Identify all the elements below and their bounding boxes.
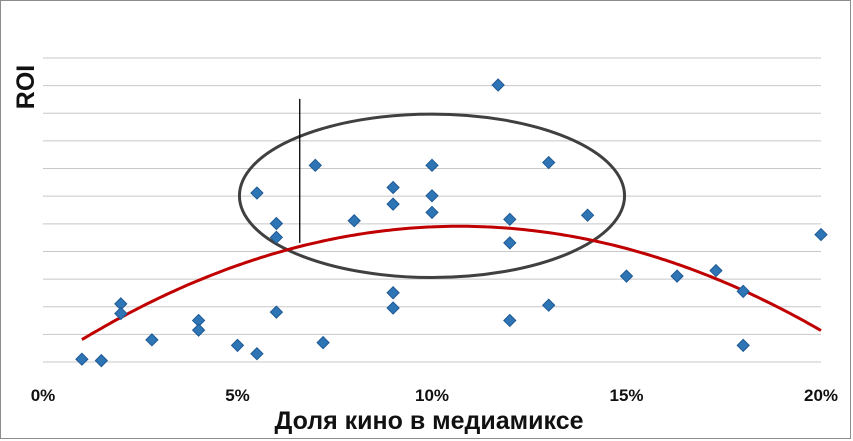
x-tick-label: 0% <box>31 386 56 405</box>
x-tick-label: 5% <box>225 386 250 405</box>
data-point <box>425 189 439 203</box>
x-tick-labels: 0% 5% 10% 15% 20% <box>31 386 838 405</box>
data-points <box>75 78 828 368</box>
data-point <box>94 353 109 368</box>
data-point <box>386 197 400 211</box>
data-point <box>386 301 400 315</box>
data-point <box>386 180 400 195</box>
data-point <box>250 186 264 200</box>
data-point <box>230 338 245 353</box>
data-point <box>541 298 556 312</box>
data-point <box>814 227 828 242</box>
x-tick-label: 15% <box>609 386 643 405</box>
data-point <box>503 212 517 227</box>
data-point <box>316 335 330 350</box>
gridlines <box>43 57 821 363</box>
data-point <box>425 205 439 220</box>
data-point <box>736 338 750 353</box>
data-point <box>425 158 439 173</box>
data-point <box>670 269 684 283</box>
x-tick-label: 10% <box>415 386 449 405</box>
y-axis-title: ROI <box>12 65 40 109</box>
data-point <box>269 216 284 231</box>
data-point <box>145 333 159 347</box>
highlight-ellipse <box>237 112 627 280</box>
data-point <box>736 284 750 299</box>
data-point <box>386 286 400 300</box>
data-point <box>709 263 723 278</box>
data-point <box>347 214 361 228</box>
data-point <box>250 346 264 361</box>
data-point <box>503 313 517 328</box>
trendline-layer <box>81 224 822 341</box>
data-point <box>308 158 323 173</box>
trendline <box>81 224 822 341</box>
data-point <box>75 352 89 366</box>
annotations <box>237 98 627 280</box>
x-tick-label: 20% <box>804 386 838 405</box>
data-point <box>114 306 128 321</box>
data-point <box>619 269 634 283</box>
x-axis-title: Доля кино в медиамиксе <box>274 407 583 435</box>
data-point <box>503 236 517 250</box>
data-point <box>269 305 284 319</box>
data-point <box>191 323 206 337</box>
data-point <box>580 208 595 222</box>
data-point <box>491 78 505 92</box>
data-point <box>541 155 556 170</box>
data-point <box>269 230 284 245</box>
